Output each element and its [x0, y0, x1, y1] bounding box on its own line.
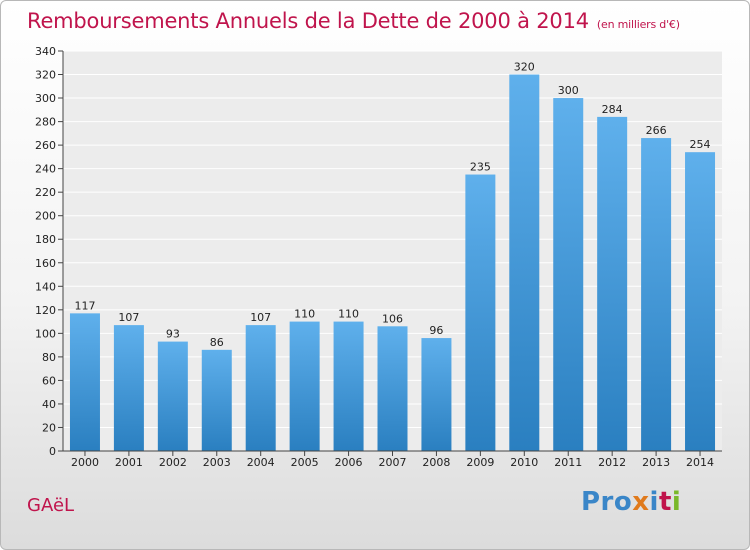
x-tick-label: 2010	[510, 456, 538, 469]
x-tick-label: 2006	[335, 456, 363, 469]
x-tick-label: 2007	[379, 456, 407, 469]
y-tick-label: 180	[35, 233, 56, 246]
bar	[157, 341, 188, 451]
bar	[465, 174, 496, 451]
brand-logo-part: i	[649, 487, 659, 517]
chart-title: Remboursements Annuels de la Dette de 20…	[27, 9, 680, 33]
x-tick-label: 2005	[291, 456, 319, 469]
y-tick-label: 260	[35, 139, 56, 152]
bar	[69, 313, 100, 451]
x-tick-label: 2012	[598, 456, 626, 469]
y-tick-label: 240	[35, 163, 56, 176]
bar	[333, 321, 364, 451]
brand-logo-part: t	[658, 487, 672, 517]
y-tick-label: 340	[35, 45, 56, 58]
chart-subtitle: (en milliers d'€)	[596, 18, 680, 31]
y-tick-label: 140	[35, 280, 56, 293]
x-tick-label: 2003	[203, 456, 231, 469]
x-tick-label: 2004	[247, 456, 275, 469]
bar	[509, 74, 540, 451]
brand-logo-part: i	[671, 487, 682, 517]
y-tick-label: 300	[35, 92, 56, 105]
bar	[597, 116, 628, 451]
x-tick-label: 2011	[554, 456, 582, 469]
bar-value-label: 117	[74, 299, 95, 312]
bar	[685, 152, 716, 452]
y-tick-label: 100	[35, 327, 56, 340]
y-tick-label: 80	[42, 351, 56, 364]
bar-value-label: 86	[210, 336, 224, 349]
y-tick-label: 60	[42, 374, 56, 387]
bar-value-label: 266	[646, 124, 667, 137]
bar-value-label: 300	[558, 84, 579, 97]
y-tick-label: 40	[42, 398, 56, 411]
y-tick-label: 20	[42, 421, 56, 434]
x-tick-label: 2001	[115, 456, 143, 469]
x-tick-label: 2002	[159, 456, 187, 469]
bar-value-label: 110	[294, 308, 315, 321]
y-tick-label: 220	[35, 186, 56, 199]
x-tick-label: 2013	[642, 456, 670, 469]
bar-value-label: 96	[429, 324, 443, 337]
bar-value-label: 320	[514, 61, 535, 74]
bar-value-label: 254	[690, 138, 711, 151]
bar-value-label: 107	[250, 311, 271, 324]
bar-value-label: 284	[602, 103, 623, 116]
y-tick-label: 160	[35, 257, 56, 270]
x-tick-label: 2014	[686, 456, 714, 469]
bar	[421, 338, 452, 451]
y-tick-label: 320	[35, 69, 56, 82]
bar	[641, 138, 672, 451]
bar	[289, 321, 320, 451]
bar-value-label: 106	[382, 312, 403, 325]
x-tick-label: 2000	[71, 456, 99, 469]
bar	[245, 325, 276, 451]
bar	[553, 98, 584, 451]
brand-logo: Proxiti	[581, 487, 681, 517]
x-tick-label: 2008	[422, 456, 450, 469]
y-tick-label: 200	[35, 210, 56, 223]
x-tick-label: 2009	[466, 456, 494, 469]
chart-title-text: Remboursements Annuels de la Dette de 20…	[27, 9, 589, 33]
bar	[113, 325, 144, 451]
place-name: GAëL	[27, 495, 75, 516]
bar	[201, 349, 232, 451]
bar-value-label: 235	[470, 161, 491, 174]
brand-logo-part: x	[632, 487, 650, 517]
bar-value-label: 107	[118, 311, 139, 324]
y-tick-label: 280	[35, 116, 56, 129]
bar-value-label: 93	[166, 328, 180, 341]
brand-logo-part: Pro	[581, 487, 633, 517]
bar-value-label: 110	[338, 308, 359, 321]
y-tick-label: 0	[49, 445, 56, 458]
y-tick-label: 120	[35, 304, 56, 317]
bar	[377, 326, 408, 451]
